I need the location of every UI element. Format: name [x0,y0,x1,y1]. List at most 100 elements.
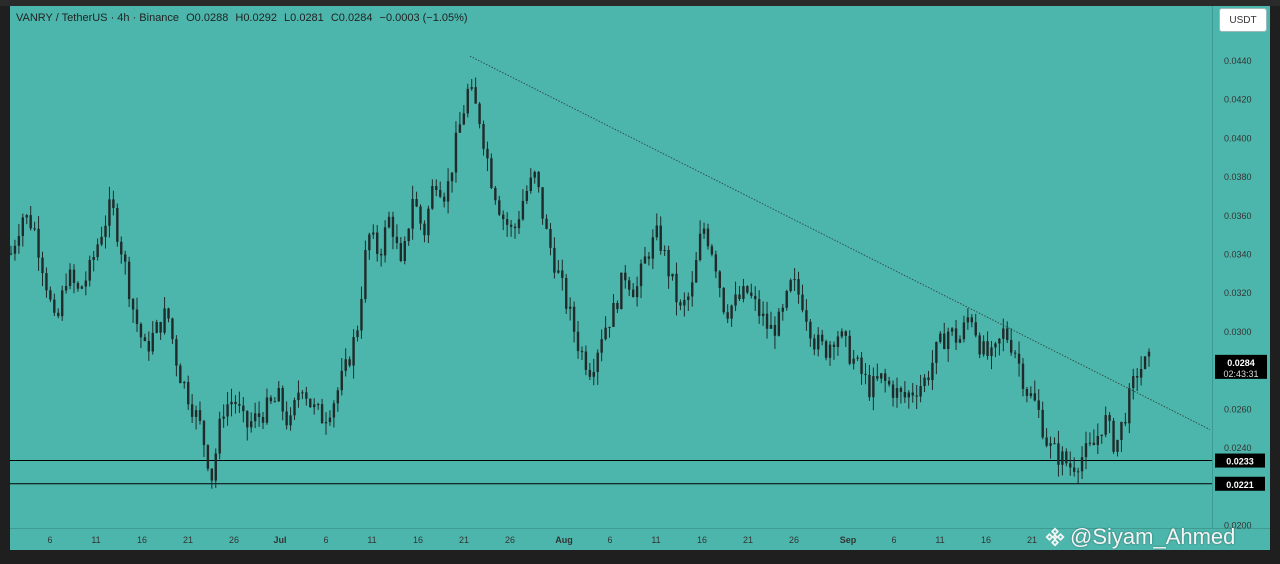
candle-body [214,453,217,481]
candle-body [411,199,414,229]
candle-body [946,331,950,349]
candle-body [250,421,253,428]
candle-body [202,420,206,446]
candle-body [860,357,863,374]
candle-body [687,296,690,300]
candle-body [706,228,710,247]
candle-body [1143,356,1147,370]
candle-body [108,199,111,226]
candle-body [340,370,343,391]
candle-body [281,387,284,412]
candle-body [1013,352,1017,354]
candle-body [683,299,686,306]
candle-body [895,388,899,398]
candle-body [840,331,844,337]
candle-body [320,404,324,424]
candle-body [1002,328,1005,339]
y-tick-label: 0.0420 [1224,95,1252,105]
candle-body [915,395,918,397]
candle-body [96,244,99,258]
candle-body [998,338,1001,344]
candle-body [454,132,458,173]
x-tick-label: 26 [229,535,239,545]
candle-body [1135,376,1139,378]
currency-button[interactable]: USDT [1219,8,1267,32]
candle-body [92,257,95,261]
candle-body [876,376,879,379]
candle-body [612,302,615,327]
candle-body [427,208,430,236]
candle-body [509,224,513,227]
candle-body [738,294,741,299]
candle-body [982,341,985,355]
x-tick-label: 21 [743,535,753,545]
x-tick-label: 26 [505,535,515,545]
candle-body [324,422,328,424]
candle-body [935,341,938,363]
candle-body [502,214,505,220]
candle-body [277,387,280,402]
trendline[interactable] [469,55,1211,431]
candle-body [383,227,387,256]
x-tick-label: 16 [697,535,707,545]
candle-body [407,228,410,242]
candle-body [553,247,556,273]
candle-body [1072,467,1076,472]
candle-body [828,344,832,358]
x-tick-label: 21 [1027,535,1037,545]
candle-body [285,411,288,426]
candle-body [604,327,607,340]
candle-body [537,171,540,188]
candle-body [883,373,887,381]
candle-body [533,171,536,178]
left-border [0,6,10,550]
candle-body [155,322,158,333]
candle-body [781,307,784,312]
candle-body [230,401,233,405]
current-price-label: 0.0284 [1227,358,1255,368]
candle-body [824,341,828,358]
price-axis[interactable] [1212,6,1271,528]
candle-body [253,413,257,422]
candle-body [84,280,88,287]
candle-body [135,309,139,324]
candle-body [545,218,548,229]
candle-body [726,312,729,319]
symbol-pair[interactable]: VANRY / TetherUS · 4h · Binance [16,12,180,24]
top-frame [0,0,1280,6]
candle-body [265,397,269,423]
candle-body [1061,451,1064,465]
candle-body [356,330,359,338]
candle-body [994,343,997,348]
candle-body [624,272,627,281]
x-tick-label: 6 [323,535,328,545]
time-axis[interactable] [10,528,1270,551]
plot-area[interactable] [10,6,1212,528]
ohlc-open: O0.0288 [186,12,229,24]
y-tick-label: 0.0240 [1224,443,1252,453]
candle-body [628,280,631,290]
candle-body [868,374,871,398]
x-tick-label: 21 [459,535,469,545]
candle-body [45,273,48,291]
candle-body [269,397,273,402]
candle-body [167,308,170,319]
candle-body [718,271,721,288]
candle-body [190,404,194,417]
symbol-info: VANRY / TetherUS · 4h · Binance O0.0288 … [16,12,472,24]
candle-body [647,256,651,259]
level-price-label: 0.0221 [1226,480,1254,490]
candle-body [482,123,485,149]
candle-body [415,199,418,207]
binance-logo-icon [1045,527,1065,547]
candle-body [939,333,942,342]
candle-body [458,124,462,133]
candle-body [557,270,560,273]
x-tick-label: 6 [607,535,612,545]
candle-body [72,269,76,283]
x-tick-label: 6 [47,535,52,545]
candle-body [505,219,509,225]
candle-body [163,308,166,333]
candle-body [730,305,733,319]
